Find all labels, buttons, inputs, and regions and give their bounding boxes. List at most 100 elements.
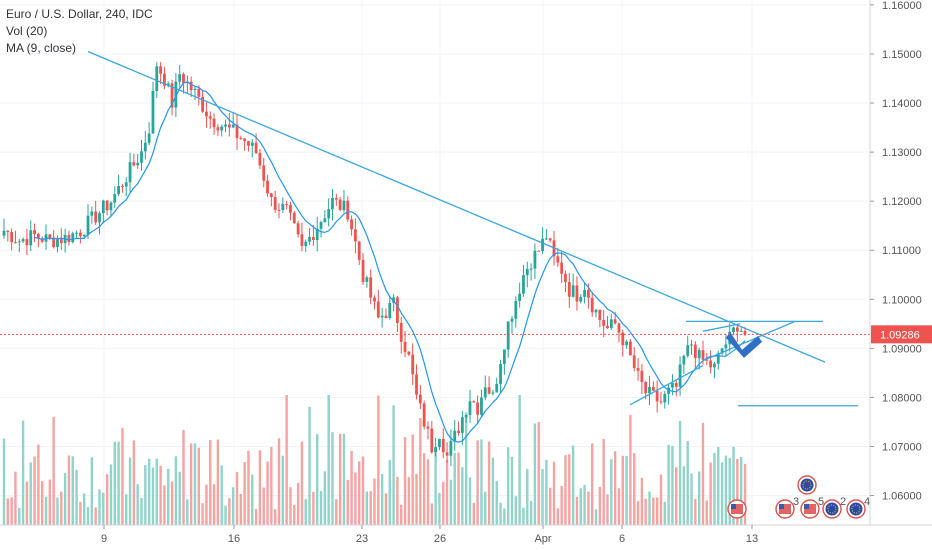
candle-body [365, 277, 369, 282]
candle-body [136, 162, 140, 166]
candle-body [457, 430, 460, 433]
volume-bar [147, 458, 151, 525]
volume-bar [384, 493, 388, 525]
volume-bar [327, 395, 330, 525]
candle-body [78, 232, 82, 237]
volume-bar [426, 459, 430, 525]
candle-body [720, 348, 724, 354]
volume-bar [606, 494, 609, 525]
candle-body [227, 124, 231, 128]
volume-bar [90, 457, 94, 525]
volume-bar [484, 491, 487, 525]
volume-bar [640, 477, 644, 525]
candle-body [739, 330, 743, 332]
flag-stripes [779, 504, 791, 514]
candle-body [2, 230, 6, 236]
flag-stars [802, 480, 812, 490]
candle-body [441, 438, 445, 453]
volume-bar [690, 473, 693, 525]
price-axis-label: 1.09000 [882, 343, 922, 355]
candle-body [201, 96, 205, 112]
candle-body [273, 196, 277, 210]
volume-bar [239, 493, 243, 525]
candle-body [166, 83, 170, 86]
volume-indicator-label[interactable]: Vol (20) [6, 24, 48, 38]
volume-bar [613, 451, 617, 525]
volume-bar [434, 452, 437, 525]
volume-bar [438, 493, 441, 525]
volume-bar [545, 459, 548, 525]
candle-body [75, 232, 78, 234]
candle-body [338, 199, 342, 211]
time-axis-label: 23 [356, 533, 368, 545]
volume-bar [419, 418, 422, 525]
event-count-badge: 3 [793, 496, 799, 508]
symbol-title[interactable]: Euro / U.S. Dollar, 240, IDC [6, 7, 153, 21]
candle-body [121, 185, 124, 187]
volume-bar [713, 453, 716, 525]
volume-bar [350, 450, 353, 525]
volume-bar [277, 438, 281, 525]
price-axis-label: 1.13000 [882, 147, 922, 159]
volume-bar [25, 481, 29, 525]
candle-body [266, 180, 269, 194]
volume-bar [697, 471, 701, 525]
candle-body [235, 124, 239, 138]
volume-bar [121, 427, 124, 525]
candle-body [502, 349, 506, 364]
candle-body [648, 386, 651, 394]
flag-stripes [731, 504, 743, 514]
candle-body [621, 332, 625, 346]
candle-body [216, 127, 220, 131]
candle-body [499, 363, 502, 385]
volume-bar [701, 422, 705, 525]
volume-bar [331, 432, 334, 525]
volume-bar [518, 395, 521, 525]
volume-bar [625, 455, 628, 525]
volume-bar [60, 491, 63, 525]
volume-bar [667, 444, 670, 525]
volume-bar [308, 406, 311, 525]
flag-field [849, 502, 863, 516]
ma-indicator-label[interactable]: MA (9, close) [6, 41, 77, 55]
lower-channel-line [629, 364, 704, 406]
volume-bar [338, 433, 342, 525]
candle-body [319, 222, 323, 229]
candle-body [101, 200, 105, 214]
candle-body [143, 142, 147, 152]
candle-body [262, 165, 266, 181]
candle-body [147, 133, 151, 143]
volume-bar [98, 489, 101, 525]
candle-body [701, 350, 705, 360]
volume-bar [575, 496, 579, 525]
candle-body [613, 319, 617, 324]
volume-bar [464, 412, 468, 525]
candle-body [281, 203, 285, 211]
volume-bar [71, 456, 74, 525]
candle-body [105, 200, 109, 211]
flag-canton [804, 504, 809, 509]
candle-body [625, 341, 628, 346]
volume-bar [33, 456, 36, 525]
volume-bar [159, 465, 162, 525]
volume-bar [289, 487, 292, 525]
ma-line [34, 81, 746, 443]
candle-body [304, 241, 308, 246]
volume-bar [705, 500, 709, 525]
volume-bar [686, 441, 689, 525]
price-axis-label: 1.12000 [882, 196, 922, 208]
candle-body [98, 213, 101, 223]
flag-field [825, 502, 839, 516]
candle-body [56, 239, 59, 248]
volume-bar [151, 467, 155, 525]
volume-bar [44, 496, 48, 525]
candle-body [182, 74, 185, 84]
candle-body [193, 88, 197, 91]
volume-bar [743, 463, 747, 525]
candle-body [231, 124, 235, 128]
volume-bar [365, 491, 369, 525]
volume-bar [262, 487, 265, 525]
volume-bar [258, 450, 262, 525]
